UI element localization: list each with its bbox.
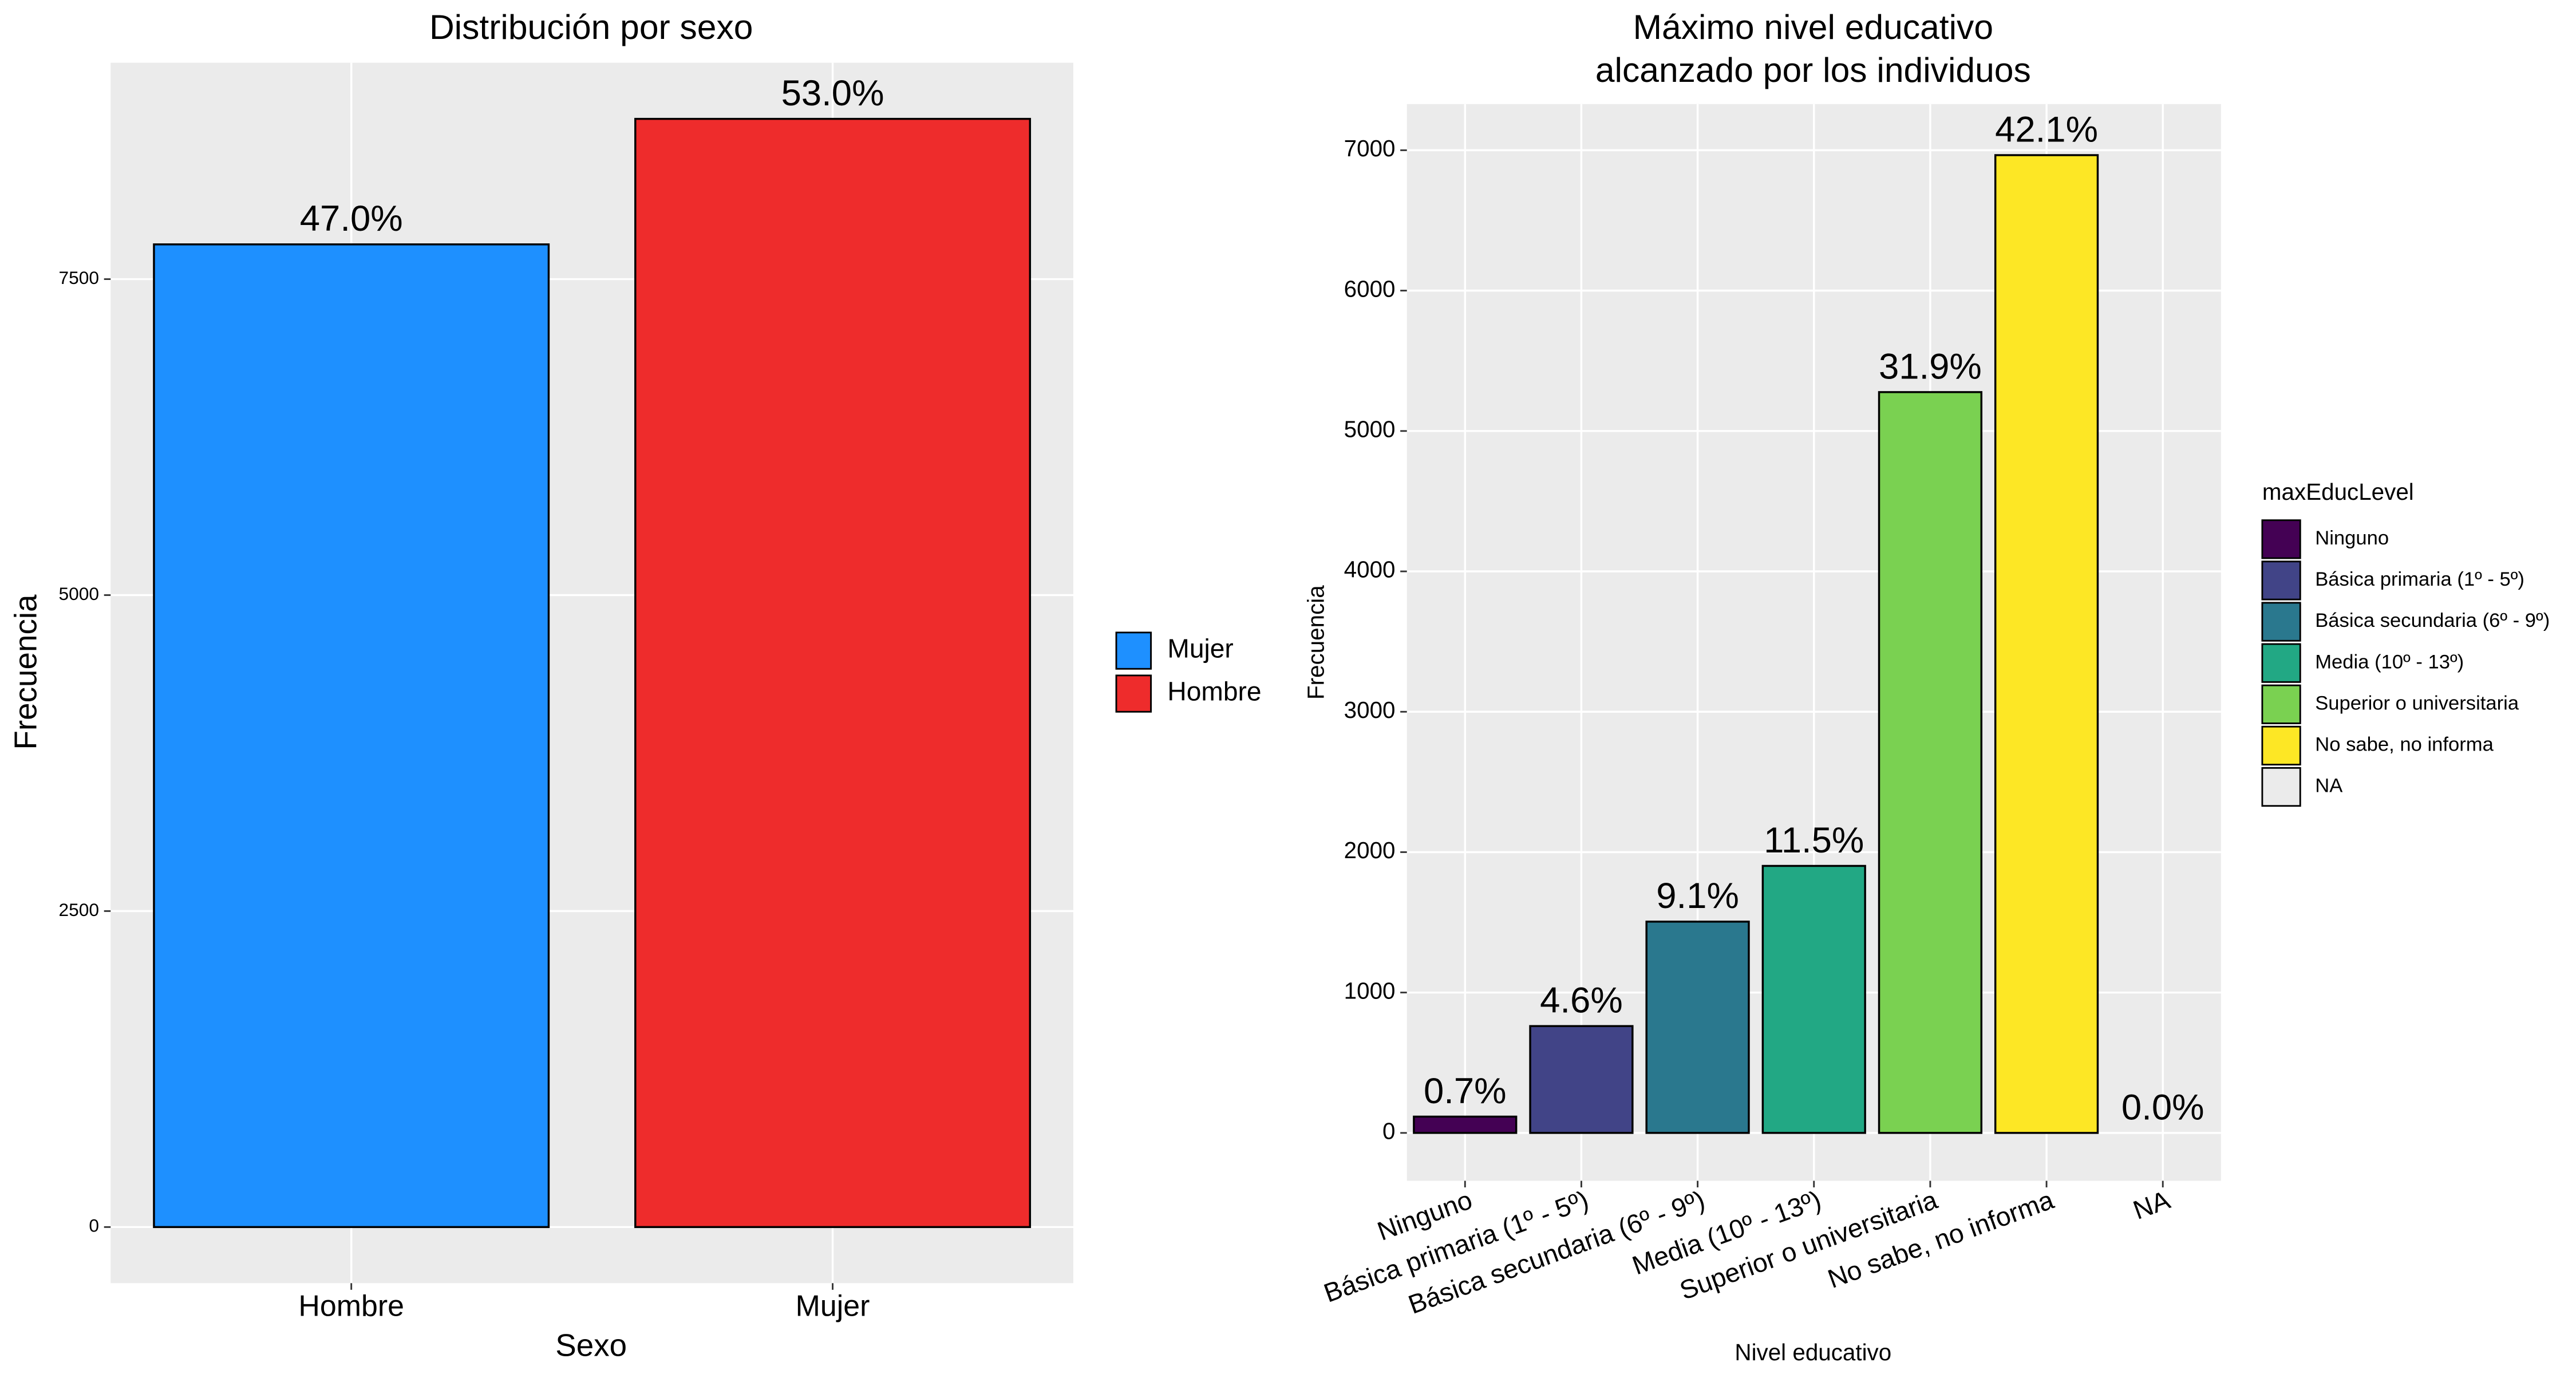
y-axis-title: Frecuencia (8, 594, 44, 750)
legend-swatch (2261, 725, 2301, 766)
legend-swatch (1115, 674, 1152, 713)
value-label: 53.0% (781, 73, 884, 113)
legend-swatch (2261, 560, 2301, 601)
legend-swatch (1115, 631, 1152, 670)
chart-title: Máximo nivel educativo (1633, 7, 1993, 46)
bar (153, 243, 550, 1229)
legend-swatch (2261, 684, 2301, 724)
y-tick-label: 0 (89, 1215, 99, 1236)
bar (634, 117, 1032, 1229)
bar (1761, 864, 1866, 1134)
legend-label: Básica primaria (1º - 5º) (2315, 568, 2524, 590)
chart-title: alcanzado por los individuos (1595, 50, 2031, 89)
y-tick-label: 0 (1382, 1118, 1395, 1144)
chart-title: Distribución por sexo (429, 7, 753, 46)
value-label: 31.9% (1879, 346, 1982, 386)
legend-label: Superior o universitaria (2315, 692, 2519, 714)
x-tick-label: NA (2129, 1185, 2174, 1225)
bar (1878, 391, 1983, 1134)
legend-swatch (2261, 643, 2301, 683)
y-tick-label: 6000 (1344, 275, 1396, 302)
legend-label: Media (10º - 13º) (2315, 651, 2464, 673)
legend-swatch (2261, 602, 2301, 642)
value-label: 4.6% (1540, 981, 1623, 1021)
bar (1529, 1025, 1634, 1134)
legend-label: Ninguno (2315, 527, 2389, 549)
bar (1413, 1115, 1518, 1134)
bar (1645, 921, 1750, 1134)
value-label: 9.1% (1656, 876, 1739, 916)
x-tick-label: Hombre (298, 1289, 404, 1322)
value-label: 0.7% (1424, 1071, 1507, 1111)
legend-swatch (2261, 767, 2301, 807)
legend-label: Hombre (1167, 677, 1261, 706)
y-axis-title: Frecuencia (1303, 585, 1329, 700)
x-tick-label: Mujer (796, 1289, 870, 1322)
y-tick-label: 7000 (1344, 135, 1396, 161)
legend-label: No sabe, no informa (2315, 734, 2494, 756)
legend-title: maxEducLevel (2262, 479, 2414, 505)
value-label: 11.5% (1764, 820, 1864, 860)
y-tick-label: 2500 (59, 899, 100, 920)
y-tick-label: 5000 (1344, 416, 1396, 442)
y-tick-label: 3000 (1344, 697, 1396, 723)
legend-label: Básica secundaria (6º - 9º) (2315, 610, 2550, 631)
x-axis-title: Nivel educativo (1735, 1339, 1891, 1365)
legend-label: NA (2315, 775, 2343, 797)
y-tick-label: 7500 (59, 267, 100, 288)
value-label: 42.1% (1995, 109, 2098, 149)
y-tick-label: 1000 (1344, 977, 1396, 1004)
legend-label: Mujer (1167, 634, 1233, 664)
value-label: 47.0% (300, 199, 403, 239)
value-label: 0.0% (2121, 1087, 2204, 1127)
x-axis-title: Sexo (555, 1327, 627, 1363)
legend-swatch (2261, 519, 2301, 559)
bar (1994, 154, 2099, 1134)
y-tick-label: 2000 (1344, 837, 1396, 863)
y-tick-label: 4000 (1344, 556, 1396, 583)
y-tick-label: 5000 (59, 583, 100, 604)
